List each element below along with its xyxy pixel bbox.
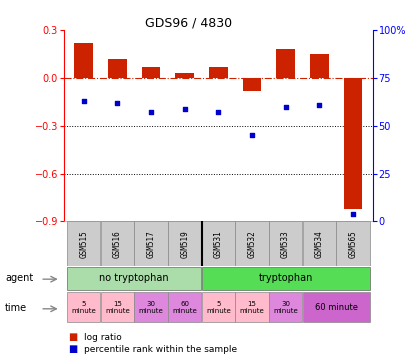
Text: 5
minute: 5 minute <box>71 301 96 313</box>
Text: 15
minute: 15 minute <box>105 301 129 313</box>
Bar <box>67 292 100 322</box>
Point <box>147 110 154 115</box>
Text: ■: ■ <box>67 332 77 342</box>
Bar <box>201 267 369 290</box>
Text: 30
minute: 30 minute <box>138 301 163 313</box>
Bar <box>67 267 201 290</box>
Bar <box>268 292 301 322</box>
Text: 60
minute: 60 minute <box>172 301 197 313</box>
Text: 60 minute: 60 minute <box>314 302 357 312</box>
Bar <box>268 221 301 266</box>
Bar <box>201 292 234 322</box>
Text: ■: ■ <box>67 344 77 354</box>
Text: no tryptophan: no tryptophan <box>99 273 169 283</box>
Bar <box>302 292 369 322</box>
Text: GSM516: GSM516 <box>112 230 121 257</box>
Point <box>114 100 120 106</box>
Bar <box>168 221 201 266</box>
Bar <box>242 78 261 91</box>
Text: GSM534: GSM534 <box>314 230 323 257</box>
Bar <box>67 221 100 266</box>
Bar <box>134 292 167 322</box>
Bar <box>235 221 268 266</box>
Bar <box>168 292 201 322</box>
Point <box>349 211 355 217</box>
Text: GDS96 / 4830: GDS96 / 4830 <box>145 16 231 29</box>
Bar <box>201 221 234 266</box>
Bar <box>134 221 167 266</box>
Text: percentile rank within the sample: percentile rank within the sample <box>84 345 236 354</box>
Text: GSM517: GSM517 <box>146 230 155 257</box>
Bar <box>108 59 126 78</box>
Bar <box>142 67 160 78</box>
Text: time: time <box>5 303 27 313</box>
Bar <box>302 221 335 266</box>
Point <box>181 106 187 111</box>
Text: 5
minute: 5 minute <box>205 301 230 313</box>
Text: GSM532: GSM532 <box>247 230 256 257</box>
Bar <box>101 292 134 322</box>
Text: 15
minute: 15 minute <box>239 301 264 313</box>
Bar <box>175 73 193 78</box>
Text: 30
minute: 30 minute <box>272 301 297 313</box>
Point <box>248 132 255 138</box>
Point <box>215 110 221 115</box>
Text: agent: agent <box>5 273 33 283</box>
Text: GSM519: GSM519 <box>180 230 189 257</box>
Bar <box>101 221 134 266</box>
Text: tryptophan: tryptophan <box>258 273 312 283</box>
Bar <box>276 49 294 78</box>
Text: GSM565: GSM565 <box>348 230 357 257</box>
Bar <box>74 43 93 78</box>
Bar <box>335 221 369 266</box>
Bar <box>343 78 361 208</box>
Text: GSM533: GSM533 <box>281 230 290 257</box>
Bar <box>209 67 227 78</box>
Point <box>282 104 288 110</box>
Text: GSM515: GSM515 <box>79 230 88 257</box>
Bar <box>235 292 268 322</box>
Point <box>80 98 87 104</box>
Point <box>315 102 322 108</box>
Text: GSM531: GSM531 <box>213 230 222 257</box>
Bar <box>309 54 328 78</box>
Text: log ratio: log ratio <box>84 333 121 342</box>
